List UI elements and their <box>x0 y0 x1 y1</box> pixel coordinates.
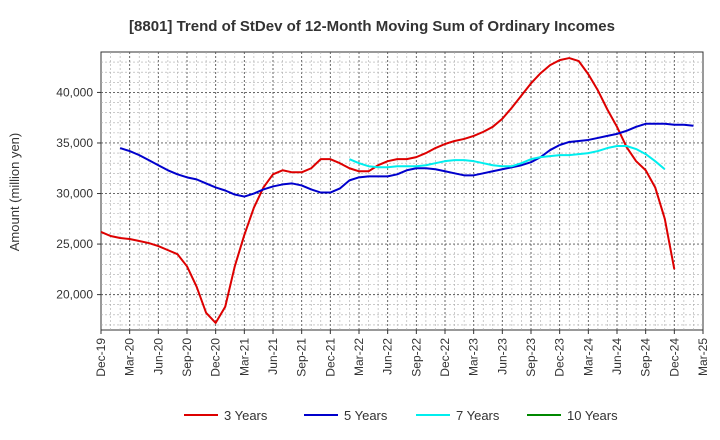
plot-frame <box>100 51 704 331</box>
x-tick-label: Mar-25 <box>696 338 710 376</box>
y-tick-label: 20,000 <box>56 288 93 302</box>
x-tick-label: Sep-22 <box>409 338 423 377</box>
x-tick-label: Sep-23 <box>524 338 538 377</box>
x-tick-label: Dec-19 <box>94 338 108 377</box>
chart-title: [8801] Trend of StDev of 12-Month Moving… <box>129 18 615 35</box>
x-tick-label: Sep-21 <box>295 338 309 377</box>
x-tick-label: Dec-21 <box>323 338 337 377</box>
y-tick-label: 25,000 <box>56 237 93 251</box>
x-tick-label: Dec-22 <box>438 338 452 377</box>
x-tick-label: Dec-20 <box>209 338 223 377</box>
x-tick-label: Dec-24 <box>667 338 681 377</box>
legend-label-5-years: 5 Years <box>344 408 388 423</box>
x-tick-label: Sep-20 <box>180 338 194 377</box>
x-axis-ticks: Dec-19 Mar-20 Jun-20 Sep-20 Dec-20 Mar-21 Jun-… <box>94 330 710 377</box>
y-gridlines <box>101 61 703 326</box>
x-tick-label: Mar-23 <box>467 338 481 376</box>
y-tick-label: 35,000 <box>56 136 93 150</box>
y-tick-label: 40,000 <box>56 85 93 99</box>
x-tick-label: Sep-24 <box>639 338 653 377</box>
series-line-5-years <box>119 122 694 198</box>
x-tick-label: Jun-22 <box>381 338 395 375</box>
legend: 3 Years 5 Years 7 Years 10 Years <box>184 408 618 423</box>
y-tick-label: 30,000 <box>56 187 93 201</box>
plot-area <box>100 51 704 331</box>
legend-label-3-years: 3 Years <box>224 408 268 423</box>
x-tick-label: Dec-23 <box>553 338 567 377</box>
x-tick-label: Mar-24 <box>581 338 595 376</box>
legend-label-7-years: 7 Years <box>456 408 500 423</box>
y-axis-label: Amount (million yen) <box>7 133 22 252</box>
series-lines <box>100 57 694 324</box>
x-tick-label: Jun-21 <box>266 338 280 375</box>
legend-label-10-years: 10 Years <box>567 408 618 423</box>
series-line-7-years <box>349 145 666 171</box>
x-tick-label: Mar-21 <box>237 338 251 376</box>
y-axis-ticks: 20,000 25,000 30,000 35,000 40,000 <box>56 85 101 302</box>
x-tick-label: Jun-20 <box>151 338 165 375</box>
x-tick-label: Jun-24 <box>610 338 624 375</box>
x-tick-label: Jun-23 <box>495 338 509 375</box>
x-tick-label: Mar-22 <box>352 338 366 376</box>
series-line-3-years <box>100 57 676 324</box>
x-tick-label: Mar-20 <box>123 338 137 376</box>
